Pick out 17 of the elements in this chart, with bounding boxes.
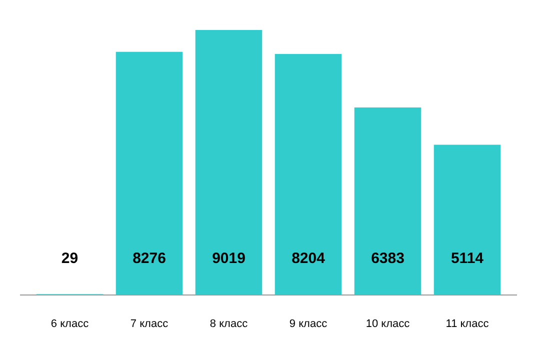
x-tick-label: 10 класс [366, 318, 410, 330]
data-label: 6383 [371, 250, 404, 267]
data-label: 5114 [450, 250, 484, 267]
bar [274, 54, 342, 295]
x-tick-label: 7 класс [130, 318, 169, 330]
bar [354, 107, 422, 295]
data-label: 9019 [212, 250, 246, 267]
x-tick-label: 6 класс [50, 318, 90, 330]
x-tick-label: 11 класс [446, 318, 490, 330]
data-label: 8276 [132, 250, 166, 267]
data-label: 8204 [292, 250, 326, 267]
x-tick-label: 8 класс [210, 318, 248, 330]
bar [116, 52, 183, 295]
x-tick-label: 9 класс [289, 318, 328, 330]
bar [195, 30, 262, 295]
bar [434, 144, 501, 295]
data-label: 29 [61, 250, 78, 267]
